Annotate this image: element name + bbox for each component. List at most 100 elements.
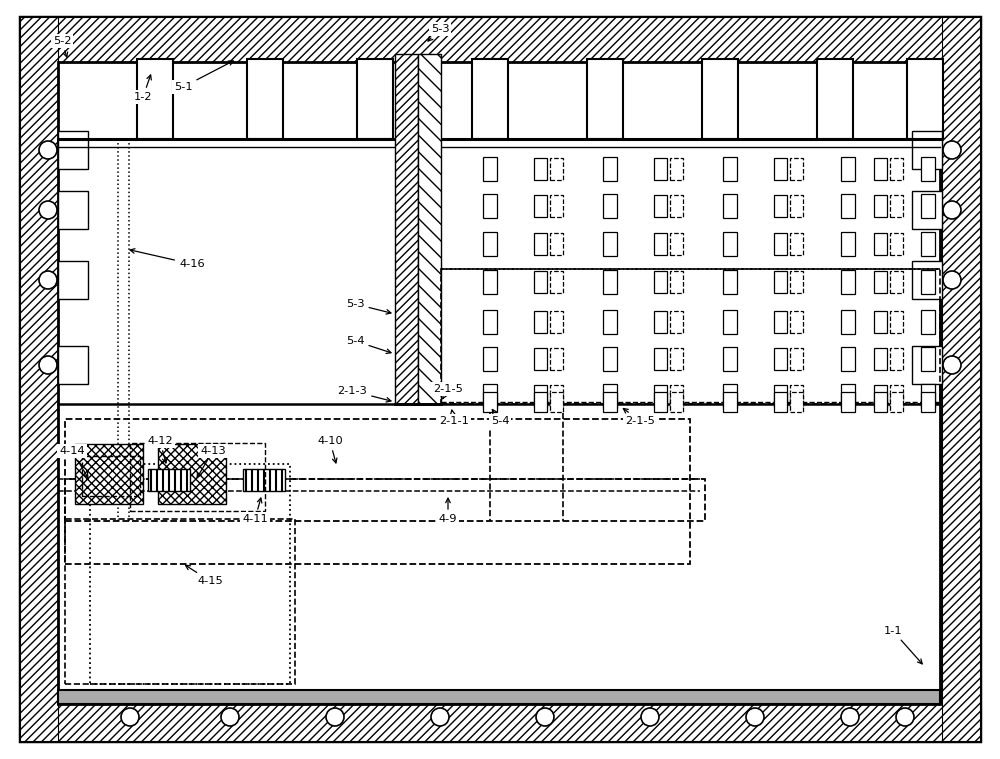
Text: 2-1-5: 2-1-5 (433, 384, 463, 398)
Bar (65, 519, 295, 684)
Bar (723, 310, 737, 334)
Bar (603, 157, 617, 181)
Bar (790, 311, 803, 333)
Bar (874, 392, 887, 412)
Bar (58, 261, 88, 299)
Text: 5-1: 5-1 (174, 61, 233, 92)
Circle shape (943, 201, 961, 219)
Bar (603, 347, 617, 371)
Bar (472, 59, 508, 139)
Bar (921, 347, 935, 371)
Text: 5-3: 5-3 (346, 299, 391, 314)
Bar (65, 479, 705, 521)
Bar (874, 311, 887, 333)
Bar (534, 158, 547, 180)
Bar (912, 131, 942, 169)
Text: 1-1: 1-1 (884, 626, 922, 664)
Bar (534, 233, 547, 255)
Bar (58, 191, 88, 229)
Circle shape (943, 271, 961, 289)
Circle shape (841, 708, 859, 726)
Bar (483, 157, 497, 181)
Bar (550, 233, 563, 255)
Text: 4-16: 4-16 (130, 249, 205, 269)
Bar (395, 54, 418, 404)
Bar (723, 347, 737, 371)
Bar (790, 195, 803, 217)
Bar (907, 59, 943, 139)
Circle shape (943, 356, 961, 374)
Bar (75, 444, 143, 504)
Bar (483, 392, 497, 412)
Circle shape (326, 708, 344, 726)
Bar (670, 233, 683, 255)
Bar (58, 54, 940, 704)
Bar (921, 392, 935, 412)
Bar (790, 385, 803, 407)
Bar (702, 59, 738, 139)
Bar (670, 348, 683, 370)
Bar (890, 311, 903, 333)
Bar (483, 270, 497, 294)
Bar (841, 194, 855, 218)
Bar (921, 194, 935, 218)
Bar (654, 311, 667, 333)
Bar (130, 443, 265, 511)
Bar (921, 384, 935, 408)
Bar (20, 17, 58, 741)
Bar (774, 385, 787, 407)
Circle shape (746, 708, 764, 726)
Bar (550, 348, 563, 370)
Bar (921, 310, 935, 334)
Bar (534, 385, 547, 407)
Circle shape (536, 708, 554, 726)
Bar (534, 311, 547, 333)
Bar (483, 384, 497, 408)
Bar (841, 157, 855, 181)
Bar (654, 195, 667, 217)
Text: 4-11: 4-11 (242, 498, 268, 524)
Text: 5-3: 5-3 (428, 24, 449, 41)
Bar (912, 346, 942, 384)
Bar (148, 469, 190, 491)
Bar (654, 271, 667, 293)
Bar (247, 59, 283, 139)
Bar (483, 232, 497, 256)
Bar (874, 348, 887, 370)
Text: 4-14: 4-14 (59, 446, 88, 477)
Bar (670, 271, 683, 293)
Bar (890, 385, 903, 407)
Circle shape (221, 708, 239, 726)
Bar (723, 232, 737, 256)
Bar (20, 17, 980, 62)
Text: 2-1-3: 2-1-3 (337, 386, 391, 402)
Text: 2-1-5: 2-1-5 (623, 408, 655, 426)
Bar (723, 194, 737, 218)
Circle shape (896, 708, 914, 726)
Bar (654, 392, 667, 412)
Text: 2-1-1: 2-1-1 (439, 410, 469, 426)
Bar (65, 419, 690, 564)
Bar (841, 347, 855, 371)
Bar (874, 271, 887, 293)
Bar (654, 233, 667, 255)
Bar (550, 271, 563, 293)
Bar (921, 232, 935, 256)
Text: 4-12: 4-12 (147, 436, 173, 463)
Bar (670, 385, 683, 407)
Circle shape (39, 201, 57, 219)
Bar (774, 233, 787, 255)
Bar (890, 392, 903, 412)
Bar (58, 62, 940, 704)
Bar (890, 348, 903, 370)
Text: 5-2: 5-2 (53, 36, 71, 57)
Bar (817, 59, 853, 139)
Bar (137, 59, 173, 139)
Bar (603, 310, 617, 334)
Bar (774, 311, 787, 333)
Bar (534, 195, 547, 217)
Bar (58, 346, 88, 384)
Bar (534, 392, 547, 412)
Bar (874, 385, 887, 407)
Bar (90, 464, 290, 684)
